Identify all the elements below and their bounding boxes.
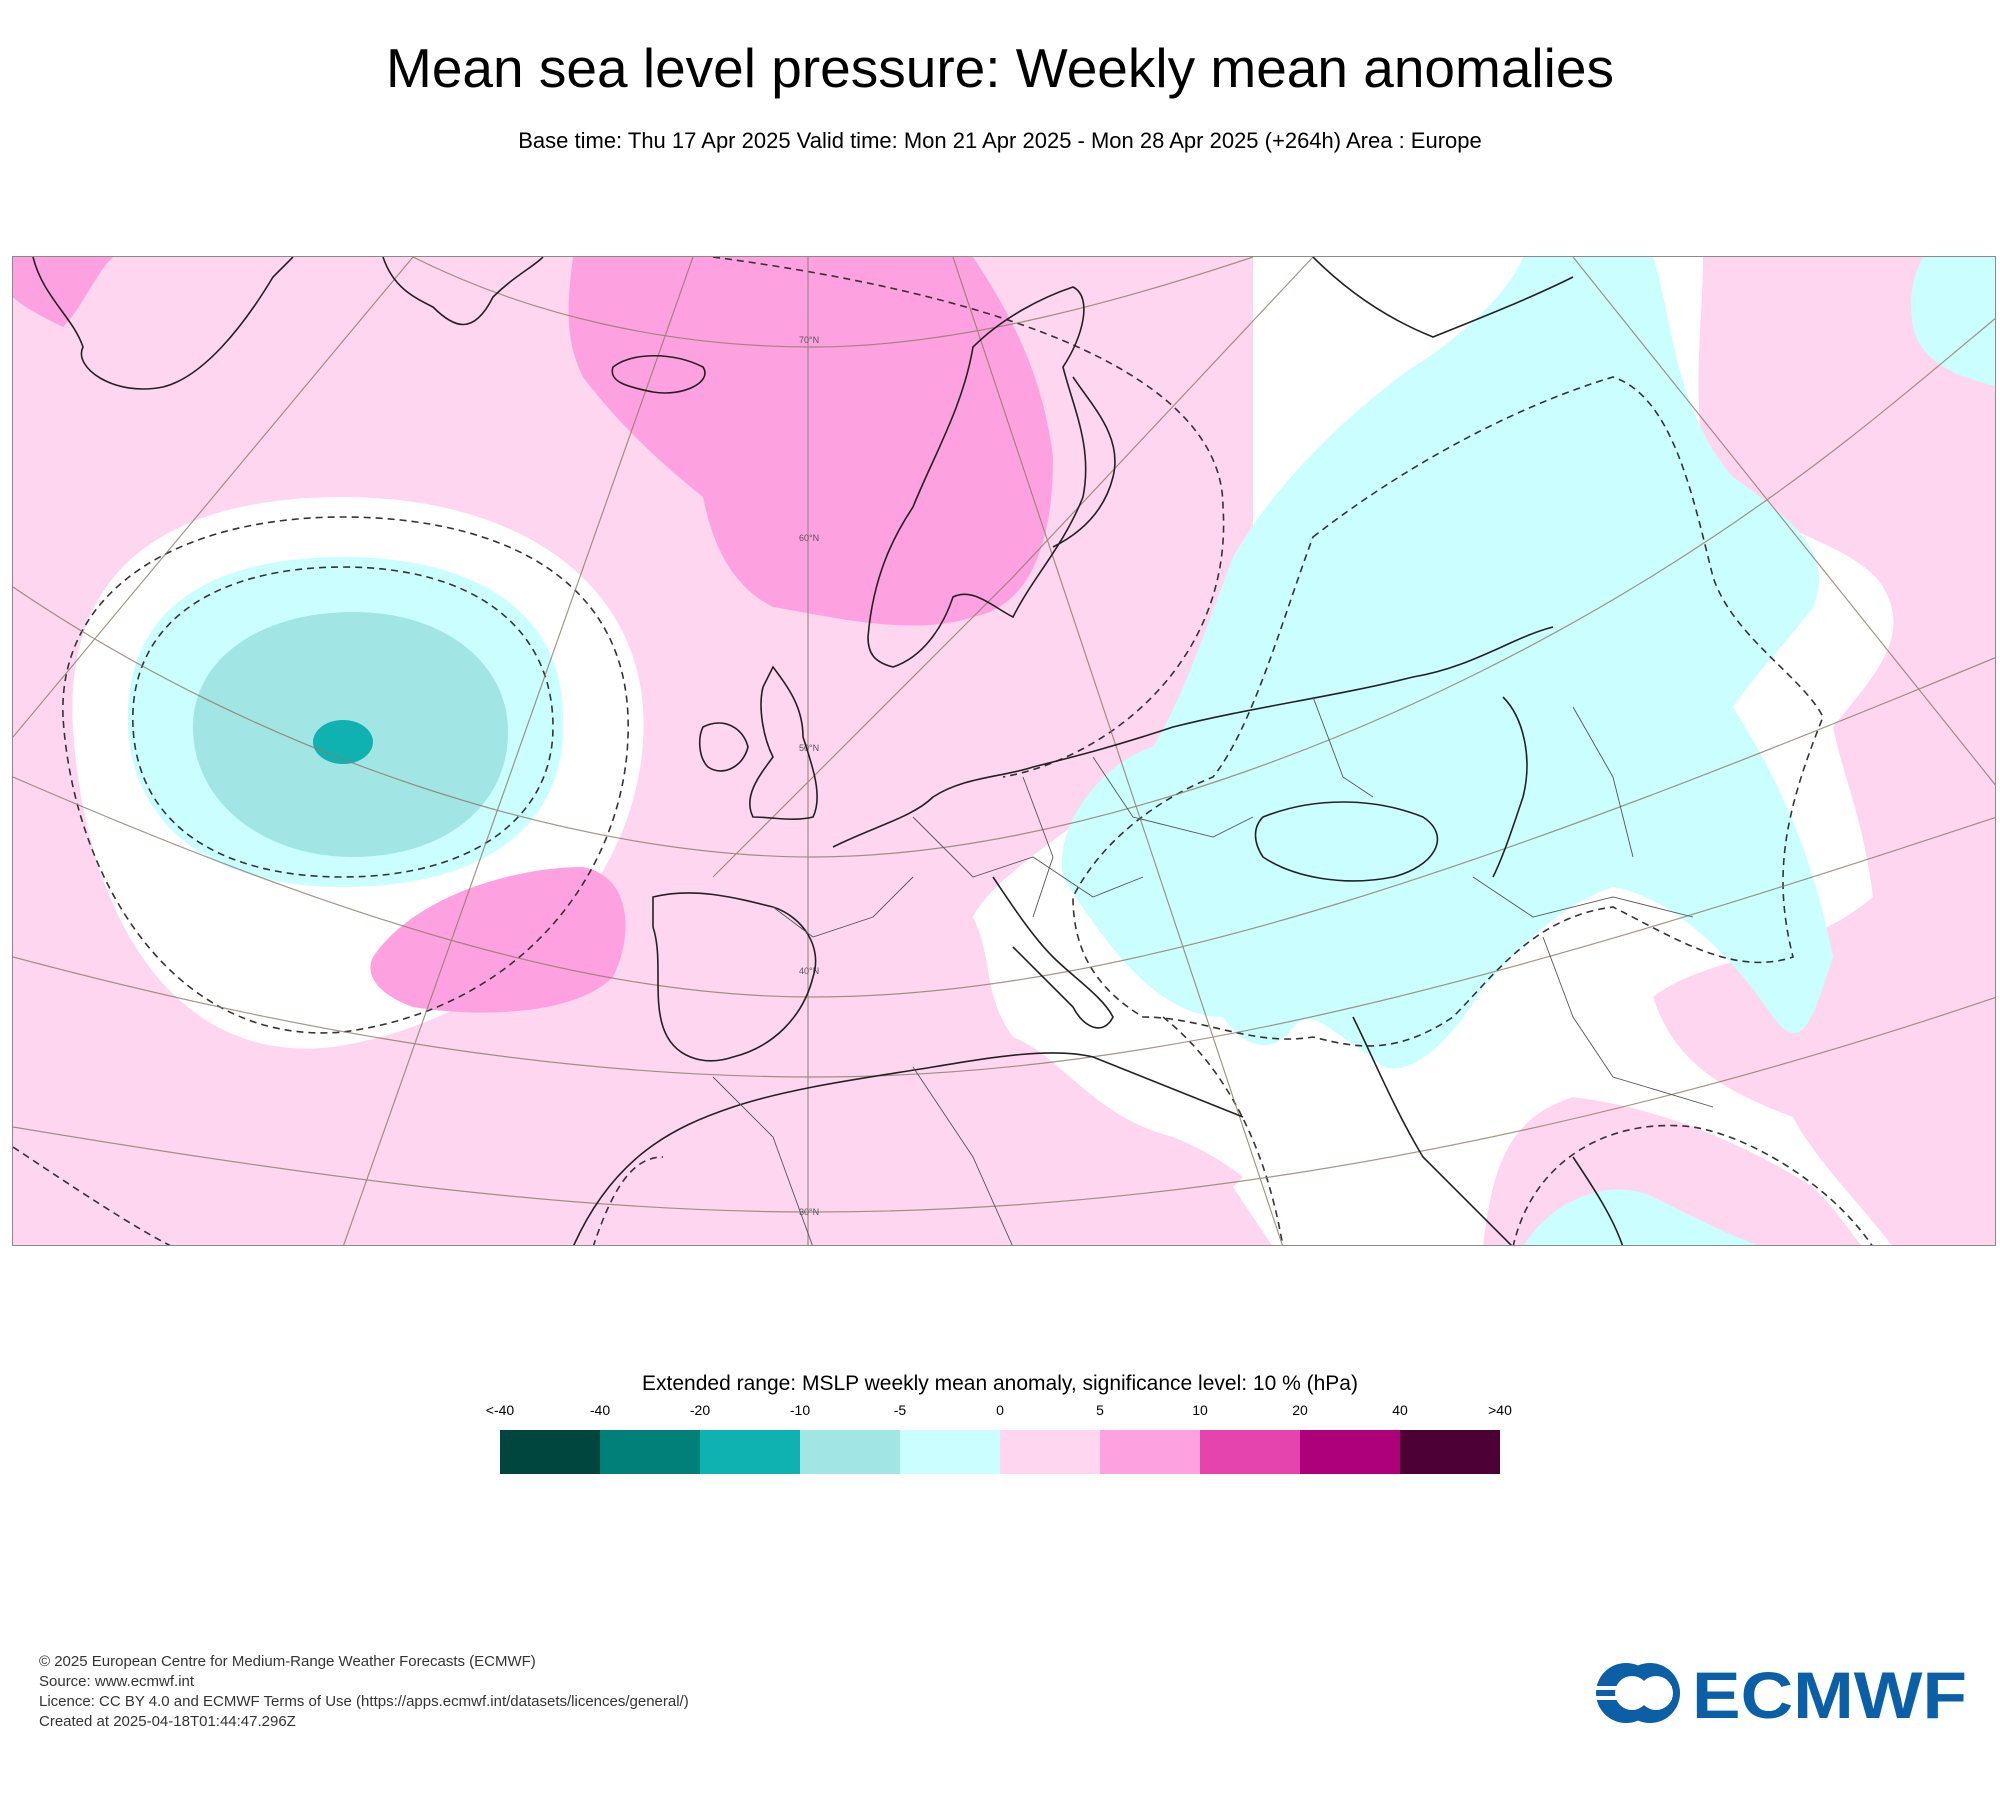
longitude-line-40w (13, 257, 414, 738)
page-title: Mean sea level pressure: Weekly mean ano… (386, 37, 1614, 99)
coastline-arctic-russia (1312, 257, 1574, 338)
lat-label-60n: 60°N (799, 533, 819, 543)
color-legend: <-40 -40 -20 -10 -5 0 5 10 20 40 >40 (486, 1402, 1512, 1474)
positive-anomaly-scandinavia (568, 257, 1053, 626)
legend-tick-label: -40 (589, 1402, 611, 1418)
latitude-line-70n (412, 257, 1254, 348)
legend-tick-label: >40 (1488, 1402, 1512, 1418)
coastline-finland (1052, 376, 1116, 548)
longitude-line-40e (712, 257, 1314, 878)
significance-contour-atlantic (62, 516, 629, 1034)
coastline-iceland (611, 354, 706, 394)
negative-anomaly-ural (1911, 257, 1995, 387)
legend-color-swatch (1000, 1430, 1100, 1474)
latitude-labels: 70°N 60°N 50°N 40°N 30°N (799, 335, 819, 1217)
created-text: Created at 2025-04-18T01:44:47.296Z (39, 1713, 296, 1730)
latitude-line-50n (13, 657, 1995, 998)
latitude-line-30n (13, 997, 1995, 1213)
longitude-line-60e (1572, 257, 1995, 786)
lat-label-70n: 70°N (799, 335, 819, 345)
significance-contour-south (1512, 1124, 1873, 1245)
border-6 (912, 1066, 1013, 1245)
legend-color-swatch (1300, 1430, 1400, 1474)
positive-anomaly-far-east (1653, 257, 1995, 1245)
border-7 (1472, 876, 1694, 918)
legend-tick-label: -20 (689, 1402, 711, 1418)
coastline-ireland (698, 722, 749, 772)
positive-anomaly-greenland-edge (13, 257, 113, 327)
legend-tick-labels: <-40 -40 -20 -10 -5 0 5 10 20 40 >40 (486, 1402, 1512, 1420)
coastline-iberia (652, 892, 817, 1062)
border-2 (1022, 776, 1054, 918)
lat-label-30n: 30°N (799, 1207, 819, 1217)
legend-tick-label: 40 (1392, 1402, 1408, 1418)
legend-title: Extended range: MSLP weekly mean anomaly… (642, 1372, 1358, 1395)
border-5 (712, 1076, 813, 1245)
coastline-scandinavia (867, 286, 1087, 668)
latitude-line-60n (13, 317, 1995, 858)
source-text: Source: www.ecmwf.int (39, 1673, 195, 1690)
legend-tick-label: 5 (1096, 1402, 1104, 1418)
border-9 (1312, 696, 1374, 798)
legend-color-bar (500, 1430, 1500, 1474)
significance-contour-atlantic-south (13, 1146, 171, 1245)
legend-tick-label: 20 (1292, 1402, 1308, 1418)
negative-anomaly-eastern-europe (1061, 257, 1833, 1069)
legend-color-swatch (700, 1430, 800, 1474)
border-1 (912, 816, 1144, 898)
licence-text: Licence: CC BY 4.0 and ECMWF Terms of Us… (39, 1693, 689, 1710)
legend-tick-label: -5 (893, 1402, 907, 1418)
copyright-text: © 2025 European Centre for Medium-Range … (39, 1653, 536, 1670)
significance-contour-canary (592, 1156, 664, 1245)
legend-color-swatch (1100, 1430, 1200, 1474)
footer-credits: © 2025 European Centre for Medium-Range … (39, 1652, 689, 1732)
ecmwf-logo-text: ECMWF (1692, 1660, 1967, 1730)
anomaly-map: 70°N 60°N 50°N 40°N 30°N (12, 256, 1996, 1246)
coastline-greenland (32, 257, 294, 390)
legend-tick-label: 0 (996, 1402, 1004, 1418)
coastline-greenland-east (382, 257, 544, 326)
coastline-italy (992, 876, 1114, 1029)
legend-tick-label: 10 (1192, 1402, 1208, 1418)
lat-label-40n: 40°N (799, 966, 819, 976)
ecmwf-logo: ECMWF (1592, 1658, 1972, 1732)
legend-tick-label: -10 (789, 1402, 811, 1418)
page-subtitle: Base time: Thu 17 Apr 2025 Valid time: M… (518, 128, 1482, 153)
legend-tick-label: <-40 (485, 1402, 515, 1418)
border-3 (1092, 756, 1254, 838)
coastline-britain (748, 665, 818, 820)
legend-color-swatch (900, 1430, 1000, 1474)
legend-color-swatch (1200, 1430, 1300, 1474)
legend-color-swatch (500, 1430, 600, 1474)
coastline-middle-east (1352, 1016, 1513, 1245)
legend-color-swatch (1400, 1430, 1500, 1474)
coastline-continent (832, 626, 1554, 848)
longitude-line-20e (952, 257, 1283, 1245)
coastline-red-sea (1572, 1156, 1624, 1245)
negative-anomaly-sahara-east (1524, 1189, 1758, 1245)
coastline-north-africa (573, 1052, 1244, 1245)
lat-label-50n: 50°N (799, 743, 819, 753)
coastline-black-sea (1254, 801, 1439, 882)
legend-color-swatch (800, 1430, 900, 1474)
negative-anomaly-center (313, 720, 373, 764)
positive-anomaly-azores (370, 867, 626, 1013)
border-4 (772, 876, 914, 938)
longitude-line-20w (343, 257, 694, 1245)
border-8 (1542, 936, 1714, 1108)
non-significant-area-sahara (1233, 1152, 1343, 1245)
significance-contour-eastern-europe (1072, 376, 1824, 1047)
border-10 (1572, 706, 1634, 858)
coastline-caspian (1492, 696, 1528, 878)
legend-color-swatch (600, 1430, 700, 1474)
